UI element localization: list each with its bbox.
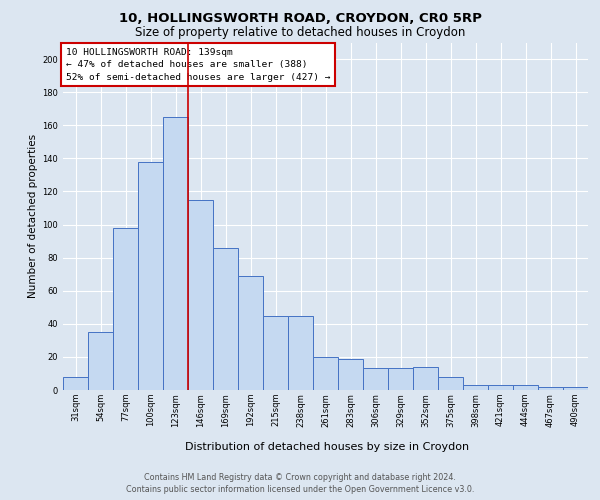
Bar bbox=[338, 358, 363, 390]
Bar bbox=[288, 316, 313, 390]
Y-axis label: Number of detached properties: Number of detached properties bbox=[28, 134, 38, 298]
Text: Size of property relative to detached houses in Croydon: Size of property relative to detached ho… bbox=[135, 26, 465, 39]
Bar bbox=[463, 385, 488, 390]
Bar bbox=[513, 385, 538, 390]
Bar bbox=[313, 357, 338, 390]
Bar bbox=[388, 368, 413, 390]
Text: Contains HM Land Registry data © Crown copyright and database right 2024.: Contains HM Land Registry data © Crown c… bbox=[144, 472, 456, 482]
Text: Contains public sector information licensed under the Open Government Licence v3: Contains public sector information licen… bbox=[126, 485, 474, 494]
Bar bbox=[88, 332, 113, 390]
Text: 10, HOLLINGSWORTH ROAD, CROYDON, CR0 5RP: 10, HOLLINGSWORTH ROAD, CROYDON, CR0 5RP bbox=[119, 12, 481, 26]
Bar bbox=[138, 162, 163, 390]
Bar bbox=[163, 117, 188, 390]
Bar bbox=[213, 248, 238, 390]
Text: Distribution of detached houses by size in Croydon: Distribution of detached houses by size … bbox=[185, 442, 469, 452]
Bar bbox=[113, 228, 138, 390]
Bar bbox=[538, 386, 563, 390]
Bar bbox=[488, 385, 513, 390]
Bar bbox=[263, 316, 288, 390]
Bar bbox=[413, 367, 438, 390]
Bar bbox=[563, 386, 588, 390]
Bar bbox=[438, 377, 463, 390]
Bar bbox=[63, 377, 88, 390]
Bar bbox=[238, 276, 263, 390]
Bar bbox=[188, 200, 213, 390]
Bar bbox=[363, 368, 388, 390]
Text: 10 HOLLINGSWORTH ROAD: 139sqm
← 47% of detached houses are smaller (388)
52% of : 10 HOLLINGSWORTH ROAD: 139sqm ← 47% of d… bbox=[65, 48, 330, 82]
